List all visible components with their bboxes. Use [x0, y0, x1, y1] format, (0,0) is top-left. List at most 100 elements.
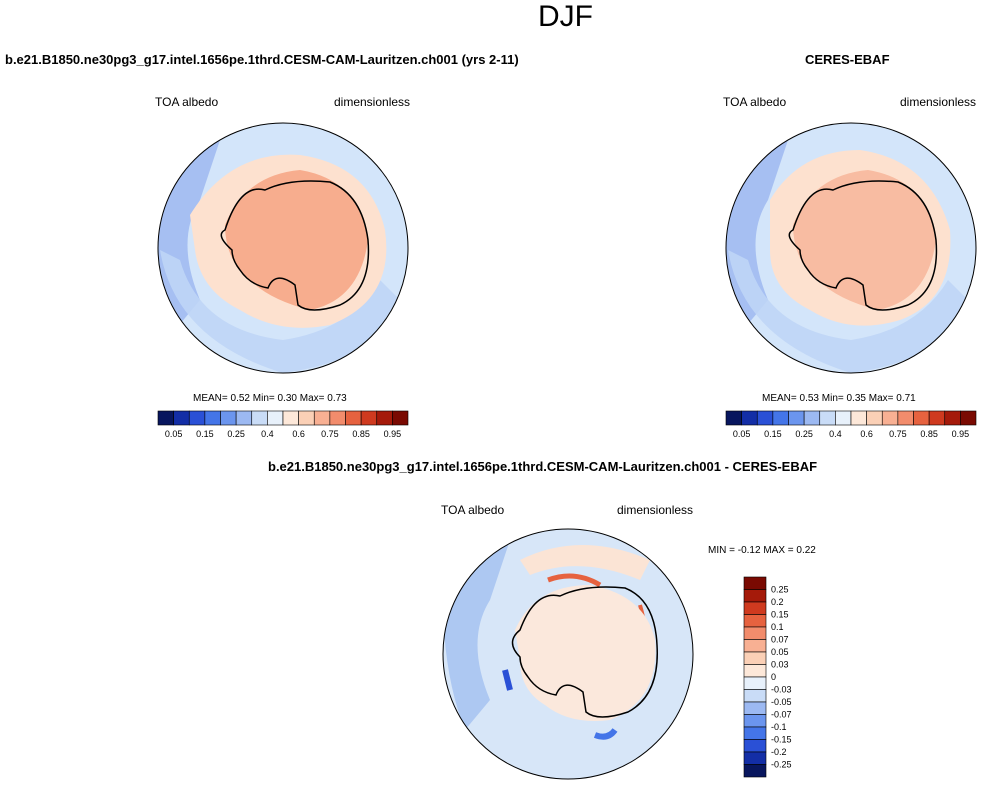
colorbar-swatch — [725, 410, 742, 426]
colorbar-tick-label: 0.15 — [771, 610, 789, 620]
colorbar-swatch — [376, 410, 393, 426]
colorbar-swatch — [313, 410, 331, 426]
right-max-value: 0.71 — [896, 393, 916, 404]
right-max-label: Max= — [868, 393, 894, 404]
colorbar-swatch — [944, 410, 961, 426]
left-units-label: dimensionless — [334, 95, 411, 109]
left-colorbar: 0.05 0.15 0.25 0.4 0.6 0.75 0.85 0.95 — [157, 410, 409, 439]
left-min-label: Min= — [252, 393, 275, 404]
left-mean-label: MEAN= — [193, 393, 228, 404]
left-mean-value: 0.52 — [230, 393, 250, 404]
colorbar-swatch — [743, 751, 767, 765]
colorbar-swatch — [743, 576, 767, 590]
colorbar-swatch — [235, 410, 253, 426]
colorbar-swatch — [772, 410, 789, 426]
colorbar-swatch — [928, 410, 946, 426]
diff-stats: MIN = -0.12 MAX = 0.22 — [708, 545, 816, 556]
right-min-label: Min= — [821, 393, 844, 404]
right-mean-value: 0.53 — [799, 393, 819, 404]
colorbar-tick-label: 0.15 — [196, 429, 214, 439]
colorbar-swatch — [788, 410, 805, 426]
left-polar-map — [158, 123, 408, 373]
colorbar-swatch — [743, 714, 767, 728]
colorbar-swatch — [173, 410, 190, 426]
colorbar-tick-label: 0.25 — [771, 585, 789, 595]
colorbar-swatch — [803, 410, 821, 426]
colorbar-tick-label: 0.85 — [352, 429, 370, 439]
colorbar-tick-label: 0.07 — [771, 635, 789, 645]
right-stats: MEAN= 0.53 Min= 0.35 Max= 0.71 — [762, 393, 916, 404]
left-stats: MEAN= 0.52 Min= 0.30 Max= 0.73 — [193, 393, 347, 404]
diff-min-value: -0.12 — [737, 545, 761, 556]
left-variable-label: TOA albedo — [155, 95, 219, 109]
colorbar-swatch — [188, 410, 206, 426]
colorbar-swatch — [345, 410, 362, 426]
colorbar-tick-label: -0.2 — [771, 747, 787, 757]
colorbar-swatch — [392, 410, 409, 426]
colorbar-swatch — [743, 726, 767, 740]
right-colorbar: 0.05 0.15 0.25 0.4 0.6 0.75 0.85 0.95 — [725, 410, 977, 439]
left-max-label: Max= — [299, 393, 325, 404]
colorbar-swatch — [913, 410, 930, 426]
colorbar-swatch — [743, 689, 767, 703]
colorbar-swatch — [743, 626, 767, 640]
colorbar-tick-label: 0.05 — [733, 429, 751, 439]
diff-colorbar: 0.25 0.2 0.15 0.1 0.07 0.05 0.03 0 -0.03 -0.05 -0.… — [743, 576, 792, 778]
colorbar-tick-label: 0.75 — [889, 429, 907, 439]
colorbar-tick-label: 0.4 — [829, 429, 842, 439]
colorbar-tick-label: -0.07 — [771, 710, 792, 720]
colorbar-swatch — [850, 410, 867, 426]
colorbar-tick-label: 0.15 — [764, 429, 782, 439]
colorbar-swatch — [743, 639, 767, 653]
colorbar-tick-label: 0.6 — [292, 429, 305, 439]
colorbar-tick-label: -0.25 — [771, 760, 792, 770]
colorbar-swatch — [743, 601, 767, 615]
left-min-value: 0.30 — [277, 393, 297, 404]
colorbar-swatch — [741, 410, 758, 426]
colorbar-swatch — [298, 410, 315, 426]
colorbar-tick-label: 0.1 — [771, 622, 784, 632]
diff-max-value: 0.22 — [796, 545, 816, 556]
colorbar-tick-label: -0.05 — [771, 697, 792, 707]
right-case-title: CERES-EBAF — [805, 52, 890, 67]
colorbar-swatch — [204, 410, 221, 426]
colorbar-swatch — [743, 739, 767, 753]
colorbar-swatch — [897, 410, 914, 426]
colorbar-swatch — [866, 410, 883, 426]
diff-variable-label: TOA albedo — [441, 503, 505, 517]
right-variable-label: TOA albedo — [723, 95, 787, 109]
colorbar-tick-label: 0.25 — [227, 429, 245, 439]
colorbar-swatch — [881, 410, 899, 426]
colorbar-swatch — [835, 410, 852, 426]
colorbar-tick-label: 0.2 — [771, 597, 784, 607]
colorbar-tick-label: -0.03 — [771, 685, 792, 695]
page-title: DJF — [538, 0, 593, 33]
colorbar-tick-label: 0.05 — [771, 647, 789, 657]
colorbar-tick-label: 0.05 — [165, 429, 183, 439]
colorbar-swatch — [743, 614, 767, 628]
diff-units-label: dimensionless — [617, 503, 694, 517]
diff-min-label: MIN = — [708, 545, 735, 556]
diff-polar-map — [443, 529, 693, 779]
colorbar-swatch — [743, 701, 767, 715]
colorbar-swatch — [819, 410, 836, 426]
left-max-value: 0.73 — [327, 393, 347, 404]
colorbar-swatch — [251, 410, 268, 426]
colorbar-swatch — [960, 410, 977, 426]
colorbar-swatch — [360, 410, 378, 426]
colorbar-swatch — [743, 664, 767, 678]
colorbar-swatch — [743, 764, 767, 778]
left-case-title: b.e21.B1850.ne30pg3_g17.intel.1656pe.1th… — [5, 52, 519, 67]
colorbar-swatch — [220, 410, 237, 426]
right-units-label: dimensionless — [900, 95, 977, 109]
colorbar-tick-label: -0.1 — [771, 722, 787, 732]
colorbar-tick-label: 0.95 — [952, 429, 970, 439]
right-polar-map — [726, 123, 976, 373]
diff-case-title: b.e21.B1850.ne30pg3_g17.intel.1656pe.1th… — [268, 459, 818, 474]
diff-max-label: MAX = — [763, 545, 794, 556]
right-min-value: 0.35 — [846, 393, 866, 404]
colorbar-tick-label: 0 — [771, 672, 776, 682]
colorbar-tick-label: 0.75 — [321, 429, 339, 439]
colorbar-tick-label: 0.95 — [384, 429, 402, 439]
